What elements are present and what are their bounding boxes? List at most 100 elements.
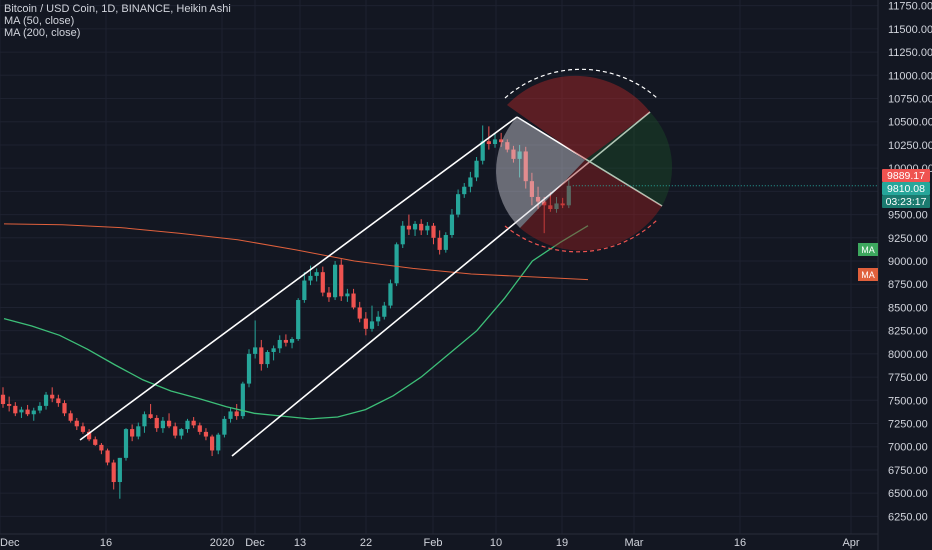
ma200-tag: MA — [861, 270, 875, 280]
time-tick-label: 16 — [734, 537, 746, 549]
price-tick-label: 10500.00 — [888, 117, 932, 129]
candle-body — [123, 429, 129, 458]
candle-body — [277, 339, 282, 349]
candle-body — [542, 201, 547, 206]
candle-body — [203, 431, 209, 437]
time-tick-label: 10 — [490, 537, 502, 549]
candle-body — [179, 429, 184, 436]
candle-body — [517, 151, 522, 159]
candle-body — [117, 457, 122, 483]
candle-body — [265, 352, 270, 365]
lower-red-sector — [520, 160, 662, 251]
time-tick-label: 2020 — [210, 537, 234, 549]
candle-body — [7, 404, 12, 406]
current-price-tag: 9810.08 — [887, 183, 925, 195]
candle-body — [228, 411, 233, 419]
angle-line[interactable] — [516, 116, 663, 207]
candle-body — [37, 405, 42, 411]
price-tick-label: 6750.00 — [888, 465, 928, 477]
candle-body — [31, 410, 36, 415]
candle-body — [43, 394, 49, 406]
candle-body — [523, 151, 528, 182]
candle-body — [105, 450, 110, 463]
time-axis-bg — [0, 534, 878, 550]
time-tick-label: Dec — [245, 537, 265, 549]
price-tick-label: 10250.00 — [888, 140, 932, 152]
candle-body — [246, 353, 252, 384]
candle-body — [296, 300, 301, 340]
time-tick-label: 16 — [100, 537, 112, 549]
ma200-line — [3, 223, 589, 281]
candle-body — [437, 237, 442, 250]
candle-body — [566, 185, 571, 206]
candle-body — [326, 292, 332, 298]
price-tick-label: 8250.00 — [888, 326, 928, 338]
price-tick-label: 8750.00 — [888, 279, 928, 291]
candle-body — [474, 160, 479, 178]
candle-body — [456, 194, 461, 215]
candle-body — [25, 409, 30, 415]
ma50-tag: MA — [861, 245, 875, 255]
ma50-legend: MA (50, close) — [4, 15, 75, 27]
candle-body — [197, 425, 202, 432]
candle-body — [154, 417, 159, 429]
candle-body — [554, 203, 559, 210]
candle-body — [62, 403, 67, 414]
candle-body — [50, 394, 55, 399]
candle-body — [68, 413, 73, 421]
candle-body — [130, 429, 135, 437]
candle-body — [271, 348, 276, 353]
price-tick-label: 11750.00 — [888, 1, 932, 13]
candle-body — [289, 339, 295, 343]
candle-body — [535, 196, 541, 202]
candle-body — [443, 235, 448, 250]
price-tick-label: 9000.00 — [888, 256, 928, 268]
candle-body — [148, 414, 153, 418]
current-price-tag-bg — [882, 182, 930, 195]
candle-body — [419, 223, 424, 231]
candle-body — [308, 275, 313, 281]
candle-body — [333, 264, 338, 298]
candle-body — [142, 414, 147, 427]
price-tick-label: 11500.00 — [888, 24, 932, 36]
candle-body — [222, 418, 227, 435]
price-tick-label: 8000.00 — [888, 349, 928, 361]
candle-body — [339, 264, 344, 297]
ma200-tag-bg — [858, 268, 878, 281]
green-sector — [585, 112, 673, 206]
candle-body — [93, 439, 98, 445]
candle-body — [173, 426, 178, 436]
price-tick-label: 8500.00 — [888, 302, 928, 314]
candle-body — [363, 318, 368, 329]
candle-body — [529, 181, 534, 197]
symbol-title: Bitcoin / USD Coin, 1D, BINANCE, Heikin … — [4, 3, 231, 15]
candle-body — [480, 141, 485, 161]
candle-body — [388, 283, 393, 306]
channel-lower-line[interactable] — [231, 111, 651, 457]
candle-body — [234, 411, 239, 417]
price-tick-label: 6250.00 — [888, 511, 928, 523]
time-tick-label: Dec — [0, 537, 20, 549]
candle-body — [191, 420, 196, 426]
ma50-line — [3, 225, 589, 420]
candle-body — [74, 420, 79, 427]
candle-body — [99, 444, 104, 451]
candle-body — [394, 244, 399, 284]
candle-body — [320, 272, 325, 293]
candle-body — [492, 139, 498, 145]
candle-body — [80, 426, 86, 432]
countdown-tag-bg — [882, 195, 930, 208]
candle-body — [111, 462, 116, 483]
countdown-tag: 03:23:17 — [886, 196, 927, 208]
channel-upper-line[interactable] — [79, 116, 518, 441]
price-tick-label: 11250.00 — [888, 47, 932, 59]
candle-body — [376, 316, 381, 322]
candle-body — [185, 420, 190, 430]
time-tick-label: 22 — [360, 537, 372, 549]
time-tick-label: Feb — [424, 537, 443, 549]
last-close-tag-bg — [882, 169, 930, 182]
candle-body — [449, 214, 455, 236]
candle-body — [412, 223, 418, 230]
